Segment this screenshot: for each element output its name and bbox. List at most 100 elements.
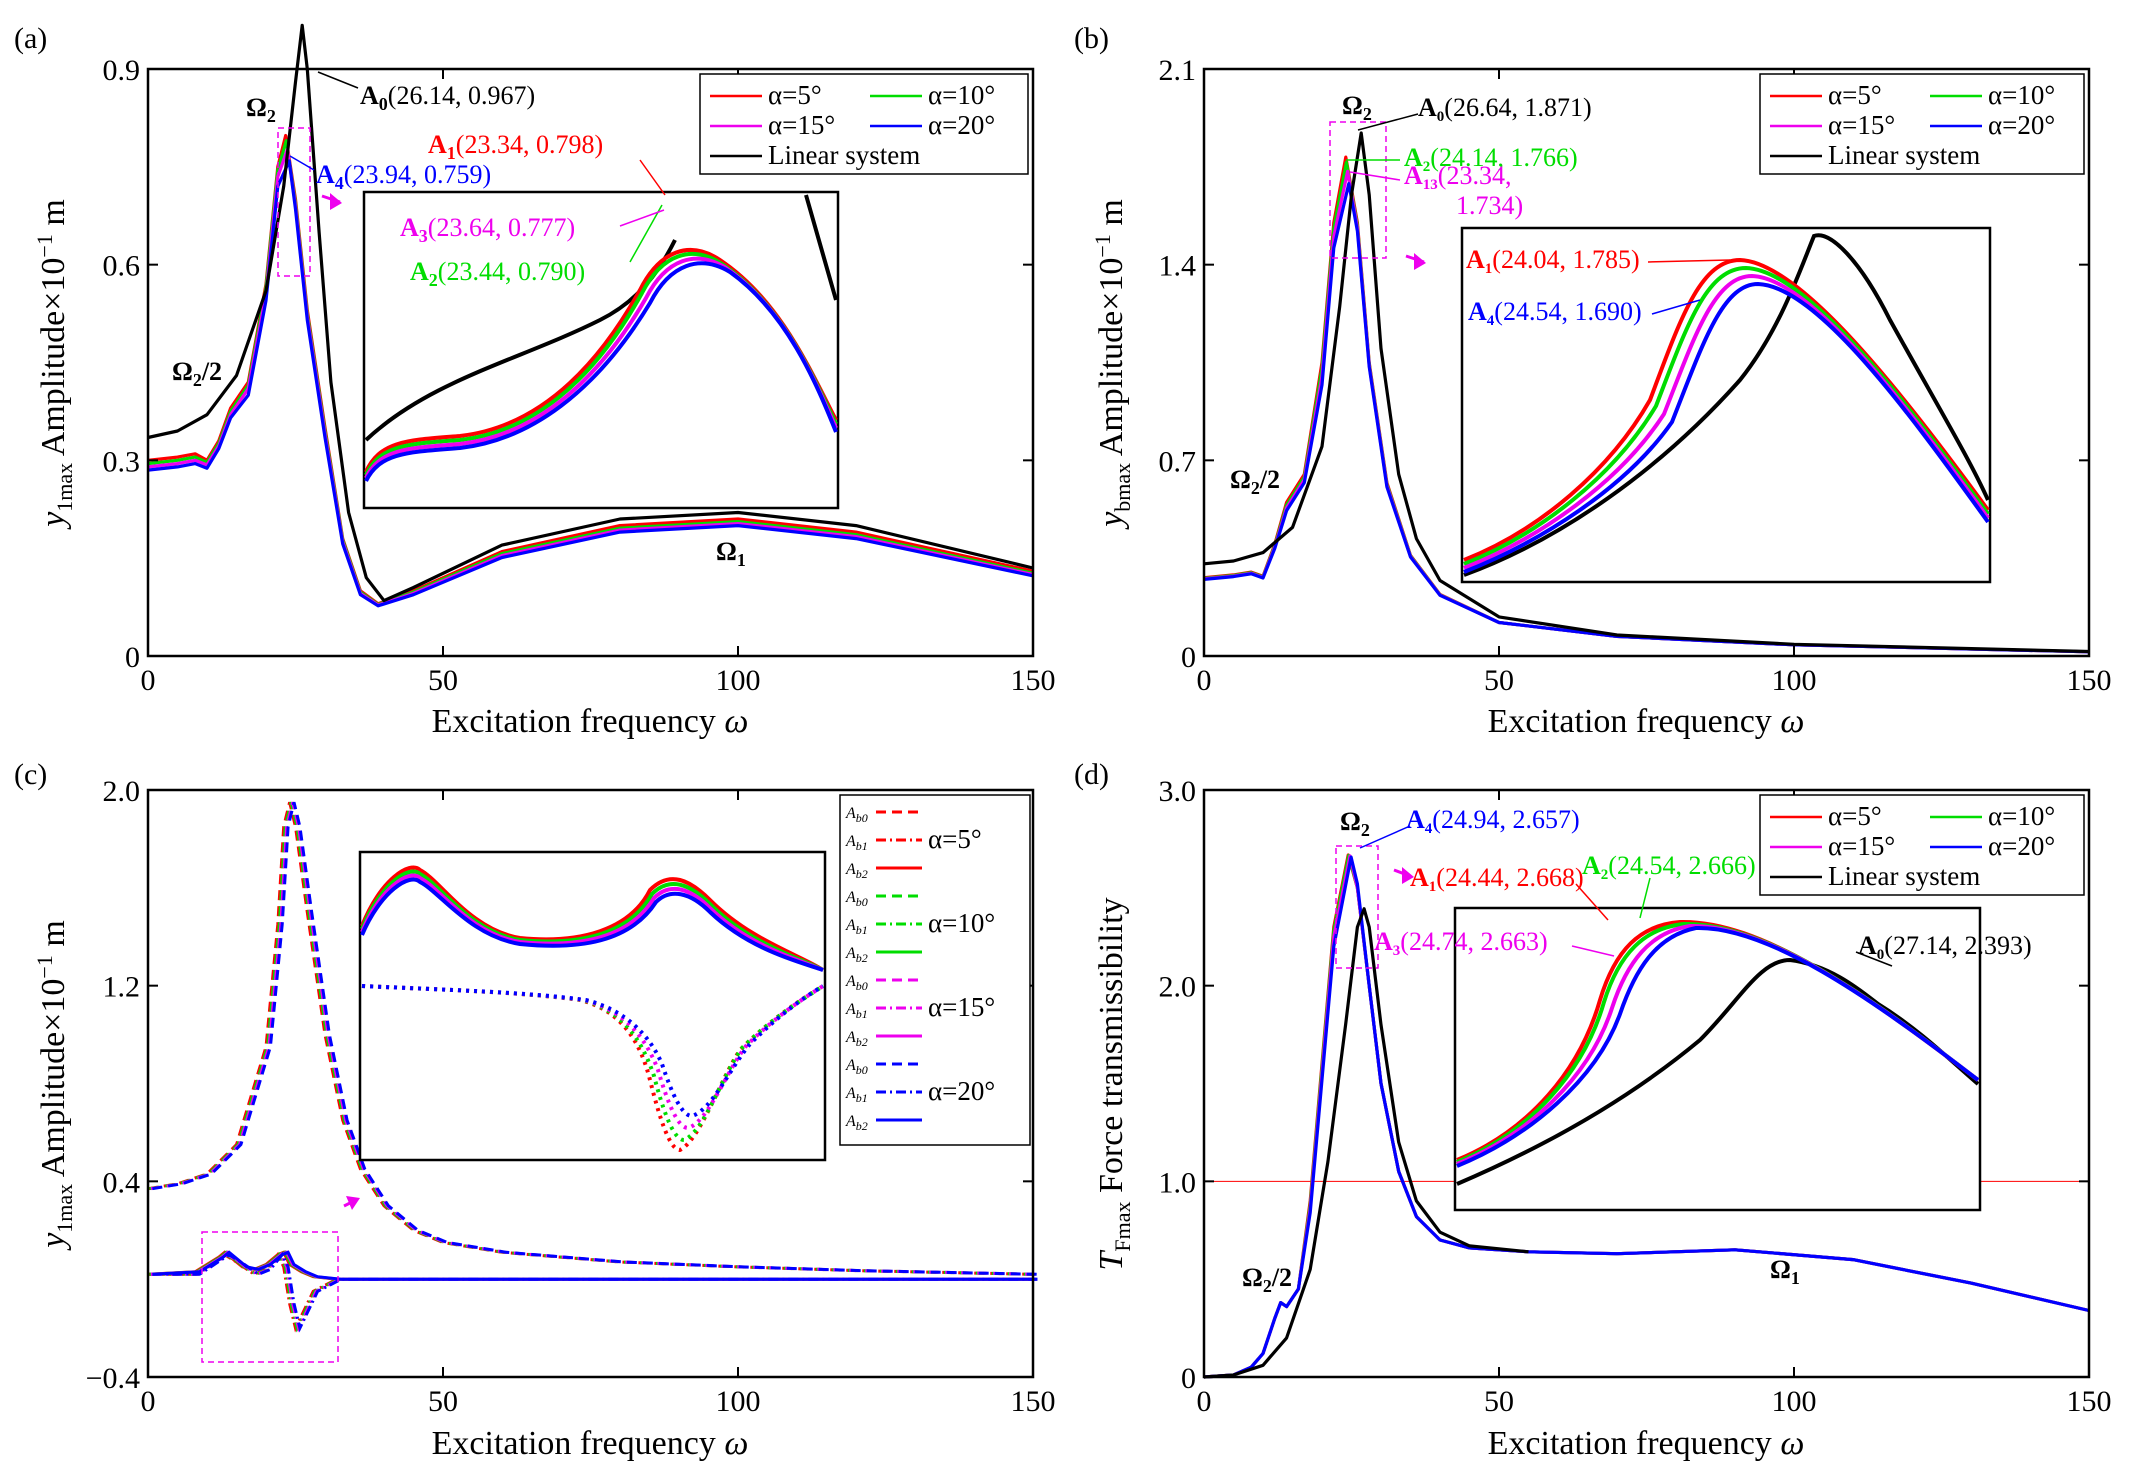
panel-b-ticks: 0 50 100 150 0 0.7 1.4 2.1 bbox=[1159, 54, 2112, 697]
panel-c-curves bbox=[147, 801, 1038, 1333]
panel-a-ticks: 0 50 100 150 0 0.3 0.6 0.9 bbox=[103, 54, 1056, 697]
legend-a-2: α=10° bbox=[928, 80, 995, 110]
panel-d-zoom-box bbox=[1335, 845, 1379, 969]
ann-d-A2: A2(24.54, 2.666) bbox=[1582, 851, 1756, 883]
y-tick-label: 1.0 bbox=[1159, 1166, 1197, 1199]
panel-d-tag: (d) bbox=[1074, 758, 1109, 791]
ann-d-A1: A1(24.44, 2.668) bbox=[1410, 863, 1584, 895]
x-tick-label: 50 bbox=[1484, 1385, 1514, 1418]
peak-d-omega1: Ω1 bbox=[1770, 1255, 1800, 1288]
y-tick-label: 0 bbox=[125, 641, 140, 674]
x-tick-label: 0 bbox=[141, 664, 156, 697]
y-tick-label: 1.4 bbox=[1159, 250, 1197, 283]
panel-a-zoom-arrowhead bbox=[330, 193, 342, 210]
x-tick-label: 150 bbox=[1011, 1385, 1056, 1418]
legend-c-symbol: Ab1 bbox=[845, 1001, 868, 1021]
legend-a-5: Linear system bbox=[768, 140, 920, 170]
y-tick-label: 0 bbox=[1181, 641, 1196, 674]
panel-d-curves bbox=[1203, 853, 2090, 1379]
panel-d-inset bbox=[1453, 906, 1982, 1212]
legend-d-5: Linear system bbox=[1828, 861, 1980, 891]
x-tick-label: 50 bbox=[428, 664, 458, 697]
panel-d-legend: α=5° α=10° α=15° α=20° Linear system bbox=[1759, 794, 2085, 896]
legend-b-5: Linear system bbox=[1828, 140, 1980, 170]
peak-b-omega2: Ω2 bbox=[1342, 91, 1372, 124]
x-tick-label: 100 bbox=[716, 1385, 761, 1418]
panel-d-ylabel: TFmax Force transmissibility bbox=[1093, 897, 1135, 1270]
panel-b-zoom-arrowhead bbox=[1414, 253, 1426, 270]
legend-c-symbol: Ab2 bbox=[845, 1113, 868, 1133]
series-line bbox=[1203, 131, 2090, 654]
legend-c-symbol: Ab0 bbox=[845, 1057, 868, 1077]
panel-c-tag: (c) bbox=[14, 758, 47, 791]
y-tick-label: 0 bbox=[1181, 1362, 1196, 1395]
ann-b-A13-line2: 1.734) bbox=[1456, 191, 1523, 220]
legend-c-symbol: Ab1 bbox=[845, 833, 868, 853]
panel-b-tag: (b) bbox=[1074, 22, 1109, 55]
legend-d-1: α=5° bbox=[1828, 801, 1882, 831]
ann-a-A1: A1(23.34, 0.798) bbox=[428, 130, 603, 163]
ann-a-A3: A3(23.64, 0.777) bbox=[400, 213, 575, 246]
y-tick-label: 2.0 bbox=[103, 775, 141, 808]
ann-d-A3: A3(24.74, 2.663) bbox=[1374, 927, 1548, 959]
y-tick-label: 3.0 bbox=[1159, 775, 1197, 808]
legend-d-3: α=15° bbox=[1828, 831, 1895, 861]
panel-d-xlabel: Excitation frequency ω bbox=[1488, 1425, 1805, 1462]
panel-c-legend: Ab0 Ab1 α=5° Ab2 Ab0 Ab1 α=10° Ab2 Ab0 Ab1 α=15° Ab… bbox=[839, 794, 1031, 1146]
series-b2 bbox=[152, 1250, 1038, 1281]
panel-a-zoom-box bbox=[277, 127, 311, 277]
y-tick-label: 0.9 bbox=[103, 54, 141, 87]
ann-b-A13: A13(23.34, bbox=[1404, 161, 1511, 193]
legend-c-symbol: Ab2 bbox=[845, 1029, 868, 1049]
y-tick-label: 1.2 bbox=[103, 971, 141, 1004]
peak-d-omega2: Ω2 bbox=[1340, 807, 1370, 840]
legend-c-symbol: Ab1 bbox=[845, 917, 868, 937]
panel-c-axes bbox=[146, 788, 1035, 1379]
panel-a-annotations: A0(26.14, 0.967) A1(23.34, 0.798) A2(23.… bbox=[172, 71, 746, 570]
legend-c-group: α=10° bbox=[928, 908, 995, 938]
legend-c-symbol: Ab2 bbox=[845, 945, 868, 965]
x-tick-label: 150 bbox=[2067, 664, 2112, 697]
x-tick-label: 100 bbox=[1772, 664, 1817, 697]
panel-b-axes bbox=[1202, 67, 2091, 658]
panel-a-inset bbox=[362, 190, 840, 510]
panel-d: (d) 0 50 100 150 0 1.0 2.0 3.0 α=5° α=10° α=15°… bbox=[1074, 758, 2112, 1462]
ann-b-A2: A2(24.14, 1.766) bbox=[1404, 143, 1578, 175]
legend-c-symbol: Ab0 bbox=[845, 805, 868, 825]
ann-a-A2: A2(23.44, 0.790) bbox=[410, 257, 585, 290]
legend-d-2: α=10° bbox=[1988, 801, 2055, 831]
series-line bbox=[147, 159, 1034, 608]
x-tick-label: 150 bbox=[2067, 1385, 2112, 1418]
legend-c-group: α=20° bbox=[928, 1076, 995, 1106]
panel-b-xlabel: Excitation frequency ω bbox=[1488, 703, 1805, 740]
legend-b-1: α=5° bbox=[1828, 80, 1882, 110]
panel-a-xlabel: Excitation frequency ω bbox=[432, 703, 749, 740]
peak-d-omega2-half: Ω2/2 bbox=[1242, 1263, 1292, 1296]
panel-b-annotations: A0(26.64, 1.871) A2(24.14, 1.766) A13(23… bbox=[1230, 91, 1731, 498]
legend-a-4: α=20° bbox=[928, 110, 995, 140]
series-line bbox=[1203, 855, 2090, 1379]
ann-b-A0: A0(26.64, 1.871) bbox=[1418, 93, 1592, 125]
series-line bbox=[147, 23, 1034, 603]
panel-b-ylabel: ybmax Amplitude×10−1 m bbox=[1090, 199, 1135, 530]
legend-c-symbol: Ab1 bbox=[845, 1085, 868, 1105]
x-tick-label: 0 bbox=[1197, 664, 1212, 697]
x-tick-label: 150 bbox=[1011, 664, 1056, 697]
panel-c-zoom-arrowhead bbox=[346, 1196, 360, 1210]
panel-d-axes bbox=[1202, 788, 2091, 1379]
panel-c: (c) 0 50 100 150 −0.4 0.4 1.2 2.0 Ab0 Ab1 α=5° Ab2… bbox=[14, 758, 1056, 1462]
series-line bbox=[1203, 182, 2090, 654]
legend-c-symbol: Ab2 bbox=[845, 861, 868, 881]
legend-d-4: α=20° bbox=[1988, 831, 2055, 861]
panel-d-zoom-arrowhead bbox=[1402, 867, 1414, 884]
peak-b-omega2-half: Ω2/2 bbox=[1230, 465, 1280, 498]
legend-b-4: α=20° bbox=[1988, 110, 2055, 140]
y-tick-label: 0.4 bbox=[103, 1166, 141, 1199]
legend-a-1: α=5° bbox=[768, 80, 822, 110]
panel-d-ticks: 0 50 100 150 0 1.0 2.0 3.0 bbox=[1159, 775, 2112, 1418]
peak-a-omega2: Ω2 bbox=[246, 93, 276, 126]
panel-c-ticks: 0 50 100 150 −0.4 0.4 1.2 2.0 bbox=[86, 775, 1056, 1418]
legend-c-group: α=5° bbox=[928, 824, 982, 854]
y-tick-label: 0.3 bbox=[103, 445, 141, 478]
ann-b-A4: A4(24.54, 1.690) bbox=[1468, 297, 1642, 329]
